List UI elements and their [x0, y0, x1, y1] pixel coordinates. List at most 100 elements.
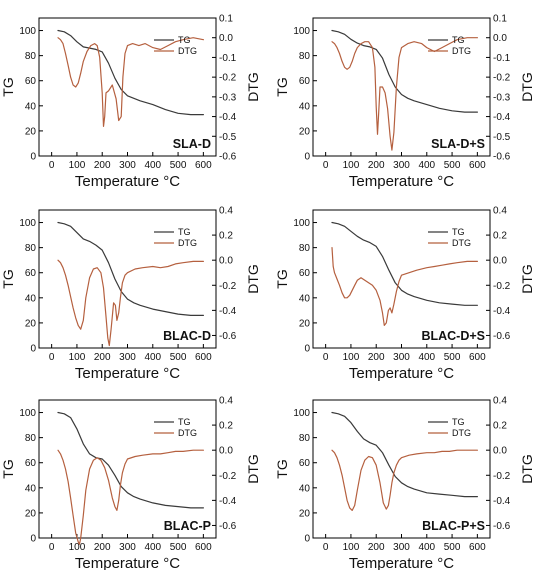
x-tick-label: 400: [418, 542, 435, 553]
y-left-tick-label: 60: [25, 268, 37, 279]
x-tick-label: 100: [69, 352, 86, 363]
series-tg-line: [57, 29, 204, 116]
x-tick-label: 300: [393, 160, 410, 171]
x-tick-label: 300: [393, 542, 410, 553]
chart-panel-1: 0 100 200 300 400 500 600 0 20 40 60 80 100 0.1 0.0 -0.…: [0, 14, 261, 191]
x-tick-label: 400: [144, 542, 161, 553]
y-right-tick-label: -0.2: [493, 73, 511, 84]
y-left-tick-label: 60: [25, 76, 37, 87]
y-right-tick-label: 0.4: [219, 206, 233, 217]
legend-label-tg: TG: [178, 35, 191, 45]
chart-panel-6: 0 100 200 300 400 500 600 0 20 40 60 80 100 0.4 0.2 0.0…: [274, 396, 535, 570]
legend-label-dtg: DTG: [178, 46, 197, 56]
x-tick-label: 300: [393, 352, 410, 363]
y-left-tick-label: 60: [299, 76, 311, 87]
y-right-tick-label: -0.2: [219, 73, 237, 84]
y-left-tick-label: 20: [25, 318, 37, 329]
y-right-tick-label: -0.6: [219, 521, 237, 532]
x-tick-label: 400: [144, 160, 161, 171]
series-dtg-line: [331, 37, 478, 151]
y-left-tick-label: 0: [304, 152, 310, 163]
y-right-tick-label: -0.6: [219, 152, 237, 163]
y-right-tick-label: -0.3: [493, 92, 511, 103]
y-right-tick-label: 0.1: [219, 14, 233, 25]
x-tick-label: 300: [119, 160, 136, 171]
y-right-axis-title: DTG: [245, 264, 261, 294]
y-left-tick-label: 100: [293, 26, 310, 37]
x-tick-label: 400: [418, 160, 435, 171]
y-left-axis-title: TG: [0, 269, 16, 288]
x-axis-title: Temperature °C: [75, 555, 180, 570]
y-right-tick-label: 0.4: [219, 396, 233, 407]
x-tick-label: 0: [323, 352, 329, 363]
y-right-tick-label: -0.1: [219, 53, 237, 64]
y-right-axis-title: DTG: [245, 72, 261, 102]
y-left-tick-label: 20: [299, 318, 311, 329]
x-tick-label: 500: [170, 160, 187, 171]
y-right-axis-title: DTG: [519, 264, 535, 294]
y-right-tick-label: -0.3: [219, 92, 237, 103]
x-tick-label: 0: [323, 542, 329, 553]
legend-label-dtg: DTG: [452, 238, 471, 248]
chart-panel-4: 0 100 200 300 400 500 600 0 20 40 60 80 100 0.4 0.2 0.0…: [274, 206, 535, 383]
x-tick-label: 400: [418, 352, 435, 363]
series-dtg-line: [57, 259, 204, 347]
y-left-tick-label: 60: [25, 458, 37, 469]
x-tick-label: 0: [49, 160, 55, 171]
y-right-tick-label: -0.4: [219, 112, 237, 123]
y-right-tick-label: 0.0: [219, 256, 233, 267]
x-tick-label: 500: [444, 542, 461, 553]
y-right-tick-label: 0.2: [219, 421, 233, 432]
y-left-tick-label: 80: [299, 243, 311, 254]
x-tick-label: 600: [469, 352, 486, 363]
x-tick-label: 200: [368, 160, 385, 171]
y-right-tick-label: 0.0: [219, 33, 233, 44]
y-left-tick-label: 40: [299, 101, 311, 112]
y-right-tick-label: -0.5: [219, 132, 237, 143]
y-left-tick-label: 0: [30, 152, 36, 163]
y-left-tick-label: 20: [25, 126, 37, 137]
y-left-tick-label: 60: [299, 268, 311, 279]
sample-label: BLAC-D: [163, 329, 211, 343]
y-left-tick-label: 100: [19, 26, 36, 37]
y-right-tick-label: -0.4: [493, 112, 511, 123]
x-tick-label: 300: [119, 352, 136, 363]
y-left-tick-label: 0: [30, 344, 36, 355]
x-tick-label: 600: [195, 352, 212, 363]
y-left-tick-label: 40: [25, 293, 37, 304]
chart-panel-5: 0 100 200 300 400 500 600 0 20 40 60 80 100 0.4 0.2 0.0…: [0, 396, 261, 570]
y-right-tick-label: 0.0: [493, 256, 507, 267]
x-axis-title: Temperature °C: [349, 173, 454, 190]
x-tick-label: 100: [343, 542, 360, 553]
y-right-tick-label: -0.2: [493, 471, 511, 482]
y-right-tick-label: 0.2: [493, 421, 507, 432]
x-tick-label: 200: [94, 160, 111, 171]
y-left-tick-label: 20: [299, 508, 311, 519]
series-dtg-line: [57, 37, 204, 128]
legend-label-tg: TG: [178, 227, 191, 237]
legend-label-tg: TG: [452, 417, 465, 427]
series-tg-line: [57, 411, 204, 509]
sample-label: SLA-D+S: [431, 137, 485, 151]
y-right-tick-label: -0.6: [493, 331, 511, 342]
y-left-tick-label: 100: [19, 408, 36, 419]
legend-label-dtg: DTG: [178, 428, 197, 438]
y-right-tick-label: 0.2: [493, 231, 507, 242]
x-tick-label: 200: [94, 352, 111, 363]
x-tick-label: 0: [49, 352, 55, 363]
chart-panel-2: 0 100 200 300 400 500 600 0 20 40 60 80 100 0.1 0.0 -0.…: [274, 14, 535, 191]
legend-label-tg: TG: [452, 227, 465, 237]
x-axis-title: Temperature °C: [75, 173, 180, 190]
x-axis-title: Temperature °C: [75, 365, 180, 382]
y-left-axis-title: TG: [274, 459, 290, 478]
y-right-tick-label: -0.4: [219, 306, 237, 317]
x-tick-label: 100: [343, 352, 360, 363]
x-tick-label: 500: [444, 352, 461, 363]
sample-label: BLAC-P+S: [422, 519, 485, 533]
y-left-tick-label: 100: [293, 408, 310, 419]
x-tick-label: 0: [323, 160, 329, 171]
y-left-axis-title: TG: [0, 459, 16, 478]
series-dtg-line: [331, 449, 478, 512]
y-right-tick-label: 0.0: [493, 446, 507, 457]
